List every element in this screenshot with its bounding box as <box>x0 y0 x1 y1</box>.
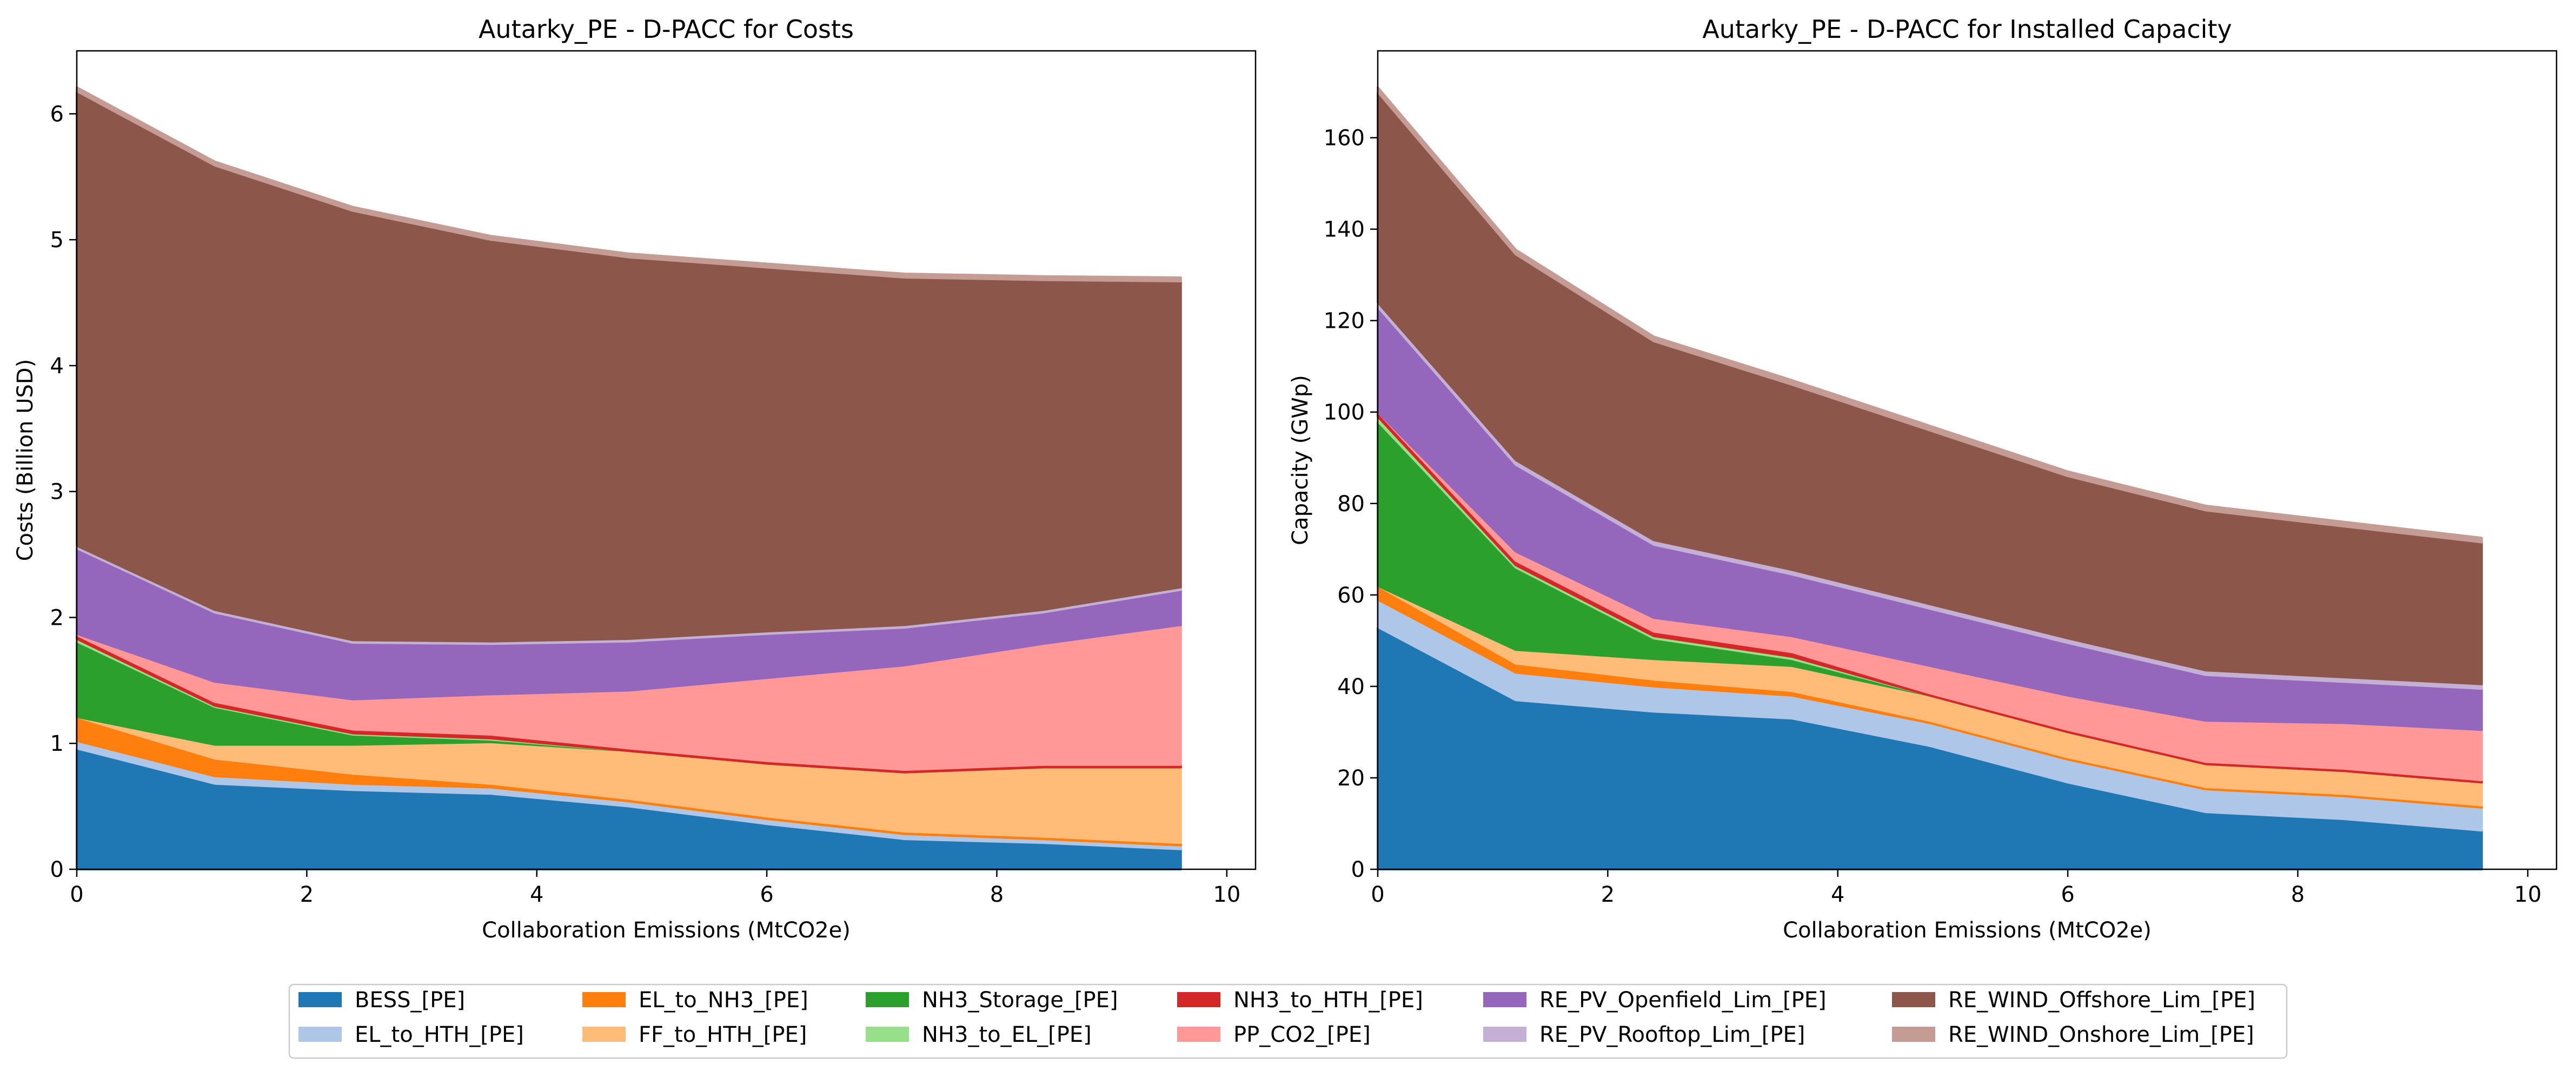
y-tick-label: 80 <box>1337 492 1365 517</box>
legend-label-re-wind-offshore-lim-pe: RE_WIND_Offshore_Lim_[PE] <box>1948 988 2255 1013</box>
legend-swatch-re-wind-offshore-lim-pe <box>1892 992 1935 1007</box>
y-axis-label: Capacity (GWp) <box>1288 375 1313 545</box>
y-tick-label: 40 <box>1337 675 1365 699</box>
legend-swatch-re-pv-openfield-lim-pe <box>1483 992 1526 1007</box>
plot-frame <box>1377 50 2558 870</box>
y-tick-label: 20 <box>1337 766 1365 791</box>
legend-label-nh3-to-el-pe: NH3_to_EL_[PE] <box>922 1022 1092 1047</box>
x-axis-label: Collaboration Emissions (MtCO2e) <box>482 918 851 943</box>
x-tick-label: 6 <box>760 882 773 907</box>
legend-swatch-nh3-to-el-pe <box>866 1027 909 1042</box>
legend-label-nh3-storage-pe: NH3_Storage_[PE] <box>922 988 1118 1013</box>
y-tick-label: 6 <box>50 102 64 127</box>
y-tick-label: 3 <box>50 480 64 505</box>
y-tick-label: 4 <box>50 354 64 379</box>
legend-box <box>288 983 2288 1059</box>
y-tick-label: 2 <box>50 605 64 630</box>
legend-label-bess-pe: BESS_[PE] <box>355 988 465 1013</box>
x-tick-label: 4 <box>530 882 543 907</box>
legend-swatch-re-pv-rooftop-lim-pe <box>1483 1027 1526 1042</box>
legend-label-nh3-to-hth-pe: NH3_to_HTH_[PE] <box>1233 988 1423 1013</box>
x-tick-label: 2 <box>1601 882 1615 907</box>
x-tick-label: 8 <box>990 882 1004 907</box>
y-axis-label: Costs (Billion USD) <box>13 359 38 561</box>
x-tick-label: 6 <box>2061 882 2074 907</box>
area-re-wind-onshore-lim-pe <box>76 86 1182 282</box>
legend-swatch-nh3-to-hth-pe <box>1177 992 1220 1007</box>
x-tick-label: 0 <box>70 882 83 907</box>
legend-swatch-pp-co2-pe <box>1177 1027 1220 1042</box>
legend-swatch-bess-pe <box>298 992 342 1007</box>
y-tick-label: 5 <box>50 228 64 253</box>
x-tick-label: 10 <box>2514 882 2541 907</box>
legend: BESS_[PE] EL_to_HTH_[PE] EL_to_NH3_[PE] FF_… <box>288 983 2288 1059</box>
legend-swatch-ff-to-hth-pe <box>582 1027 626 1042</box>
x-tick-label: 4 <box>1831 882 1844 907</box>
y-tick-label: 0 <box>1351 857 1365 882</box>
area-re-wind-onshore-lim-pe <box>1377 86 2483 544</box>
legend-label-re-pv-openfield-lim-pe: RE_PV_Openfield_Lim_[PE] <box>1539 988 1827 1013</box>
y-tick-label: 60 <box>1337 583 1365 608</box>
y-tick-label: 120 <box>1324 309 1365 334</box>
x-tick-label: 2 <box>300 882 314 907</box>
y-tick-label: 0 <box>50 857 64 882</box>
legend-label-el-to-nh3-pe: EL_to_NH3_[PE] <box>639 988 808 1013</box>
y-tick-label: 160 <box>1324 126 1365 151</box>
legend-swatch-el-to-hth-pe <box>298 1027 342 1042</box>
legend-swatch-re-wind-onshore-lim-pe <box>1892 1027 1935 1042</box>
legend-swatch-el-to-nh3-pe <box>582 992 626 1007</box>
legend-swatch-nh3-storage-pe <box>866 992 909 1007</box>
plot-frame <box>76 50 1257 870</box>
x-tick-label: 0 <box>1371 882 1384 907</box>
chart-title: Autarky_PE - D-PACC for Costs <box>479 15 854 44</box>
y-tick-label: 100 <box>1324 400 1365 425</box>
y-tick-label: 1 <box>50 731 64 756</box>
legend-label-pp-co2-pe: PP_CO2_[PE] <box>1233 1022 1371 1047</box>
y-tick-label: 140 <box>1324 217 1365 242</box>
legend-label-re-pv-rooftop-lim-pe: RE_PV_Rooftop_Lim_[PE] <box>1539 1022 1805 1047</box>
x-tick-label: 8 <box>2291 882 2305 907</box>
x-axis-label: Collaboration Emissions (MtCO2e) <box>1783 918 2152 943</box>
legend-label-el-to-hth-pe: EL_to_HTH_[PE] <box>355 1022 524 1047</box>
legend-label-ff-to-hth-pe: FF_to_HTH_[PE] <box>639 1022 807 1047</box>
x-tick-label: 10 <box>1213 882 1240 907</box>
legend-label-re-wind-onshore-lim-pe: RE_WIND_Onshore_Lim_[PE] <box>1948 1022 2254 1047</box>
chart-title: Autarky_PE - D-PACC for Installed Capaci… <box>1702 15 2232 44</box>
costs-chart: 0 2 4 6 8 10 0 1 2 3 4 5 6 Autarky_PE - D-PACC for Co… <box>13 15 1257 943</box>
